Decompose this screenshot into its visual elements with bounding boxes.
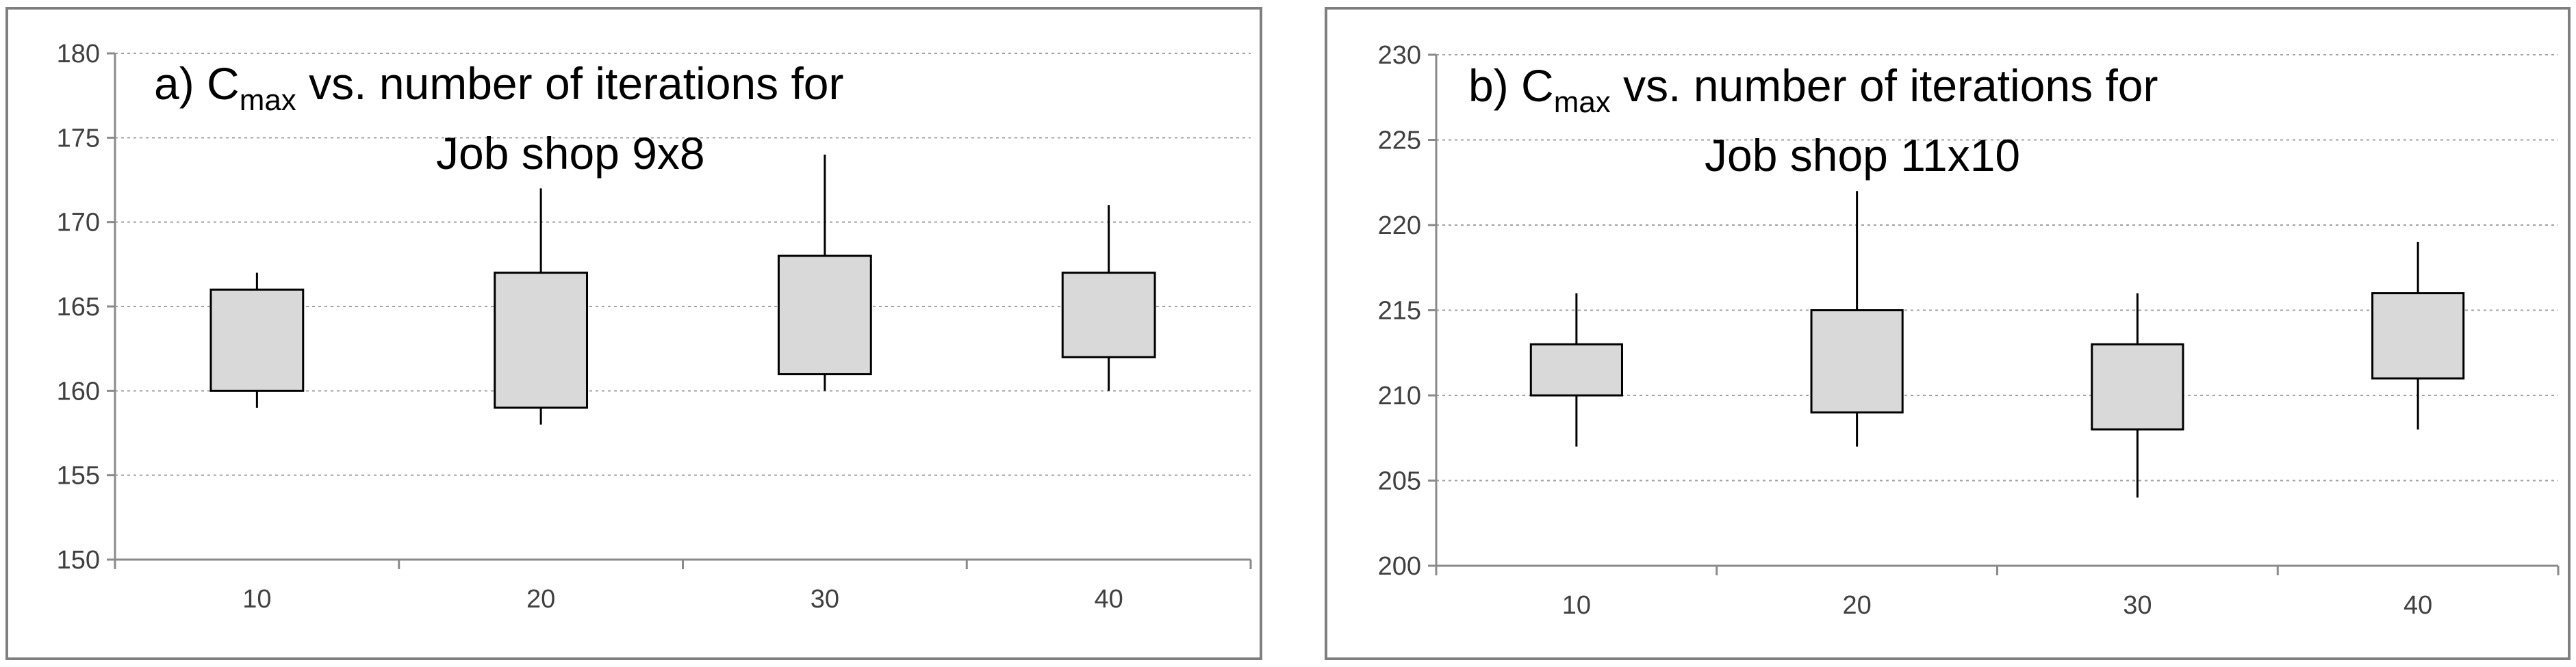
box-40: [1061, 272, 1156, 358]
ytick-label-225: 225: [1378, 127, 1421, 155]
xtick-label-20: 20: [526, 585, 555, 614]
chart-b: 200 205 210 215 220 225 230 10 20 30 40 b) Cmax vs.…: [1378, 41, 2560, 620]
ytick-label-175: 175: [57, 124, 100, 153]
box-20: [494, 272, 589, 409]
ytick-label-220: 220: [1378, 211, 1421, 240]
box-30: [777, 254, 872, 376]
chart-title-line1: b) Cmax vs. number of iterations for: [1468, 60, 2158, 119]
ytick-label-215: 215: [1378, 297, 1421, 326]
ytick-label-205: 205: [1378, 467, 1421, 496]
xtick-label-30: 30: [811, 585, 839, 614]
box-30: [2091, 343, 2184, 431]
ytick-label-150: 150: [57, 546, 100, 575]
box-40: [2371, 292, 2465, 380]
xtick-label-40: 40: [2403, 591, 2432, 620]
box-10: [209, 288, 305, 392]
ytick-label-155: 155: [57, 462, 100, 491]
xtick-label-20: 20: [1842, 591, 1871, 620]
chart-title-line2: Job shop 9x8: [436, 128, 705, 179]
ytick-label-180: 180: [57, 40, 100, 68]
chart-title-line2: Job shop 11x10: [1705, 130, 2020, 181]
ytick-label-210: 210: [1378, 382, 1421, 410]
chart-a: 150 155 160 165 170 175 180 10 20 30 40 a) Cmax vs.…: [57, 40, 1252, 614]
ytick-label-165: 165: [57, 293, 100, 322]
ytick-label-230: 230: [1378, 41, 1421, 70]
xtick-label-10: 10: [1562, 591, 1591, 620]
chart-title-line1: a) Cmax vs. number of iterations for: [154, 58, 843, 117]
box-10: [1529, 343, 1623, 397]
xtick-label-40: 40: [1094, 585, 1123, 614]
ytick-label-170: 170: [57, 209, 100, 237]
xtick-label-10: 10: [242, 585, 271, 614]
ytick-label-160: 160: [57, 377, 100, 406]
box-20: [1810, 309, 1904, 414]
xtick-label-30: 30: [2123, 591, 2152, 620]
chart-panel-b: [1325, 7, 2571, 660]
ytick-label-200: 200: [1378, 552, 1421, 581]
